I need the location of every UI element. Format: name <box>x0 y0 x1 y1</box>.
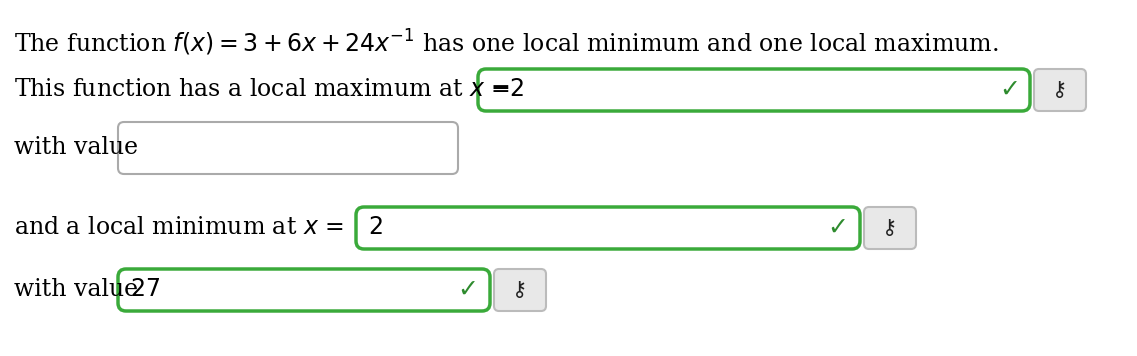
Text: $2$: $2$ <box>368 216 383 240</box>
Text: ⚷: ⚷ <box>882 218 897 238</box>
FancyBboxPatch shape <box>864 207 916 249</box>
FancyBboxPatch shape <box>356 207 860 249</box>
Text: ✓: ✓ <box>828 216 848 240</box>
Text: ✓: ✓ <box>999 78 1021 102</box>
Text: ⚷: ⚷ <box>1053 80 1068 100</box>
Text: $27$: $27$ <box>130 278 160 302</box>
Text: This function has a local maximum at $x$ =: This function has a local maximum at $x$… <box>14 79 511 101</box>
FancyBboxPatch shape <box>478 69 1030 111</box>
Text: ⚷: ⚷ <box>513 280 528 300</box>
Text: with value: with value <box>14 278 138 302</box>
FancyBboxPatch shape <box>118 122 458 174</box>
FancyBboxPatch shape <box>1034 69 1086 111</box>
Text: with value: with value <box>14 136 138 159</box>
Text: The function $f(x) = 3 + 6x + 24x^{-1}$ has one local minimum and one local maxi: The function $f(x) = 3 + 6x + 24x^{-1}$ … <box>14 28 998 58</box>
FancyBboxPatch shape <box>118 269 490 311</box>
Text: and a local minimum at $x$ =: and a local minimum at $x$ = <box>14 216 343 240</box>
FancyBboxPatch shape <box>493 269 546 311</box>
Text: $-2$: $-2$ <box>490 79 524 101</box>
Text: ✓: ✓ <box>457 278 479 302</box>
